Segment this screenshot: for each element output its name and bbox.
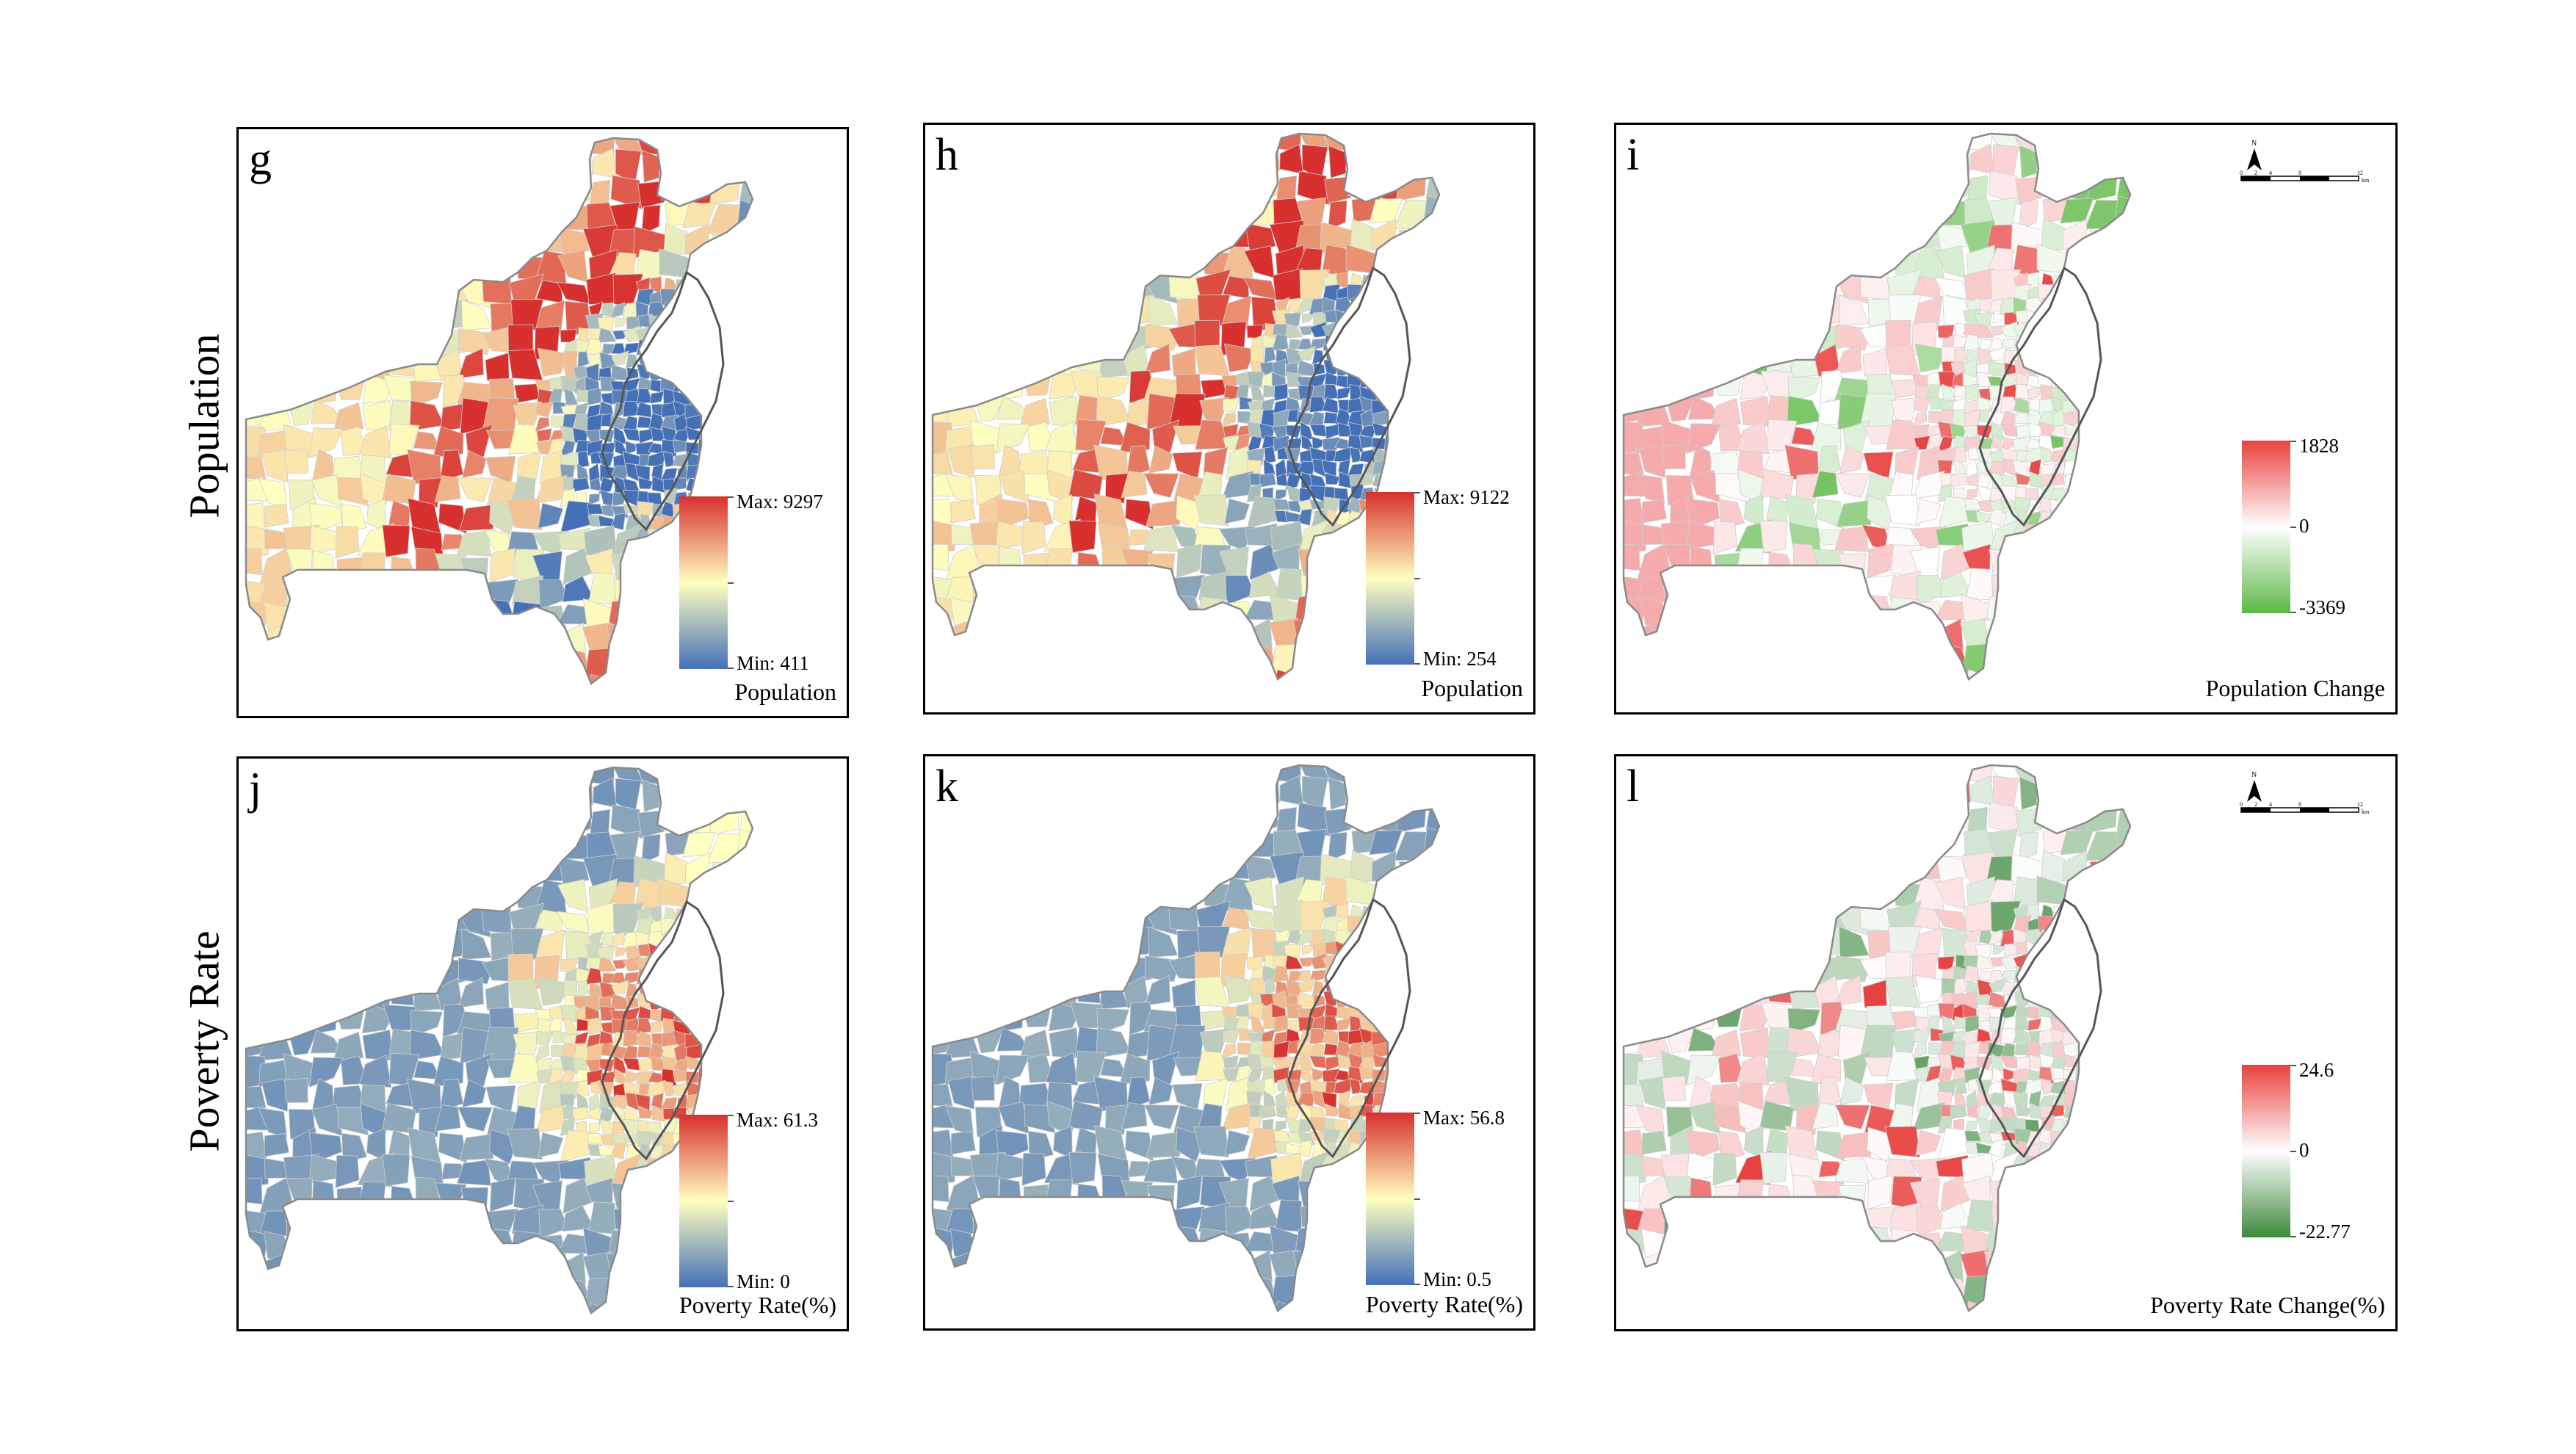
map-panel-l: l 24.6 0 -22.77 Poverty Rate Change(%) N 0 2 4 8 1… [1614,754,2398,1331]
svg-text:12: 12 [2357,801,2363,808]
legend-title: Population [1421,675,1523,701]
choropleth-map [245,137,754,685]
svg-text:8: 8 [2298,170,2301,176]
svg-text:0: 0 [2240,170,2243,176]
legend-max-label: 1828 [2299,435,2339,457]
svg-text:2: 2 [2254,170,2257,176]
legend-tick [1414,492,1420,493]
legend-tick [2290,441,2296,442]
legend-title: Population Change [2205,675,2385,701]
legend-min-label: Min: 0 [737,1270,790,1292]
legend-tick [1414,1198,1420,1200]
panel-letter-k: k [936,762,958,811]
row-label-poverty-rate: Poverty Rate [180,930,228,1152]
map-panel-j: j Max: 61.3 Min: 0 Poverty Rate(%) [236,756,849,1331]
legend-color-ramp [1366,492,1414,665]
legend-tick [2290,527,2296,528]
legend-title: Poverty Rate(%) [1365,1291,1523,1317]
legend-color-ramp [1366,1113,1414,1285]
choropleth-map [931,132,1441,681]
map-panel-h: h Max: 9122 Min: 254 Population [923,123,1535,715]
legend-tick [2290,1236,2296,1237]
legend-color-ramp [679,496,728,669]
legend-min-label: -22.77 [2299,1220,2351,1243]
legend-title: Poverty Rate(%) [679,1292,836,1318]
svg-text:2: 2 [2254,801,2257,808]
map-panel-g: g Max: 9297 Min: 411 Population [236,127,849,718]
legend-max-label: 24.6 [2299,1059,2334,1081]
legend-mid-label: 0 [2299,515,2309,537]
svg-text:12: 12 [2357,170,2363,176]
legend-max-label: Max: 56.8 [1423,1107,1505,1129]
legend-tick [728,582,734,584]
legend-color-ramp [2242,441,2290,613]
panel-letter-h: h [936,130,958,180]
panel-letter-i: i [1627,130,1640,180]
svg-text:8: 8 [2298,801,2301,808]
legend-mid-label: 0 [2299,1139,2309,1161]
legend-max-label: Max: 9297 [737,491,823,513]
legend-tick [728,1286,734,1287]
legend-title: Population [734,679,836,705]
legend-tick [1414,1284,1420,1285]
legend-color-ramp [679,1115,728,1287]
svg-text:km: km [2362,809,2370,815]
legend-min-label: Min: 411 [737,652,809,674]
row-label-population: Population [180,333,228,518]
svg-text:4: 4 [2269,170,2272,176]
legend-tick [728,668,734,669]
legend-tick [728,496,734,498]
legend-max-label: Max: 61.3 [737,1109,818,1131]
svg-text:4: 4 [2269,801,2272,808]
choropleth-map [245,766,754,1314]
legend-tick [2290,1151,2296,1152]
legend-min-label: Min: 254 [1423,648,1497,670]
legend-max-label: Max: 9122 [1423,486,1510,508]
legend-min-label: Min: 0.5 [1423,1268,1492,1290]
svg-text:0: 0 [2240,801,2243,808]
panel-letter-l: l [1627,762,1640,811]
legend-min-label: -3369 [2299,596,2345,618]
legend-tick [1414,578,1420,579]
legend-tick [1414,1113,1420,1114]
legend-tick [728,1115,734,1116]
svg-text:km: km [2362,177,2370,184]
map-panel-k: k Max: 56.8 Min: 0.5 Poverty Rate(%) [923,754,1535,1331]
svg-text:N: N [2251,771,2257,779]
panel-letter-j: j [249,764,262,814]
legend-tick [728,1201,734,1202]
map-panel-i: i 1828 0 -3369 Population Change N 0 2 4 8 12 km [1614,123,2398,715]
panel-letter-g: g [249,134,272,184]
legend-tick [2290,612,2296,613]
legend-title: Poverty Rate Change(%) [2150,1292,2385,1318]
legend-tick [2290,1065,2296,1066]
choropleth-map [931,764,1441,1312]
choropleth-map [1622,764,2132,1312]
svg-text:N: N [2251,140,2257,148]
legend-color-ramp [2242,1065,2290,1237]
choropleth-map [1622,132,2132,681]
legend-tick [1414,663,1420,665]
